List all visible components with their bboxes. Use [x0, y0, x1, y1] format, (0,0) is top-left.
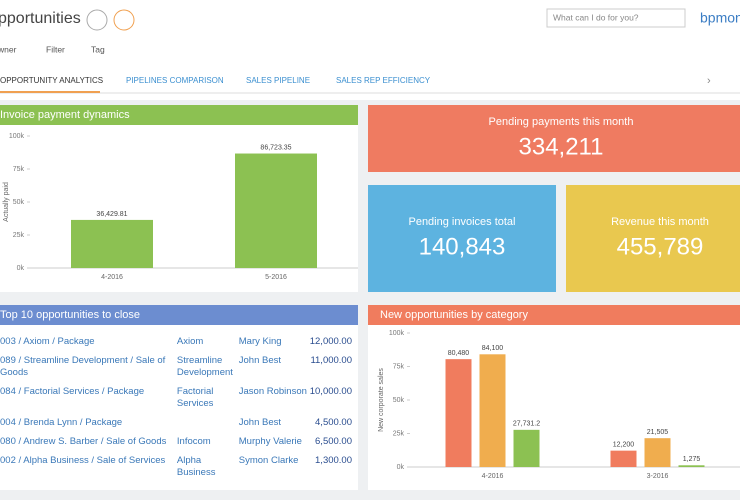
table-cell: John Best: [238, 355, 282, 366]
tab[interactable]: SALES PIPELINE: [246, 76, 310, 85]
tab[interactable]: OPPORTUNITY ANALYTICS: [0, 76, 103, 85]
table-cell: 4,500.00: [315, 417, 352, 428]
x-tick-label: 3-2016: [647, 473, 669, 480]
widget: [0, 305, 358, 490]
table-row: 003 / Axiom / Package Axiom Mary King 12,00…: [0, 334, 356, 353]
table-row: 080 / Andrew S. Barber / Sale of Goods In…: [0, 434, 356, 453]
widget: [368, 305, 740, 490]
value-label: 84,100: [482, 345, 504, 352]
table-cell[interactable]: 004 / Brenda Lynn / Package: [0, 417, 123, 428]
table-cell: Mary King: [238, 336, 282, 347]
x-tick-label: 4-2016: [101, 274, 123, 281]
value-label: 12,200: [613, 441, 635, 448]
metric-title: Pending invoices total: [408, 216, 515, 228]
x-tick-label: 4-2016: [482, 473, 504, 480]
table-cell: Murphy Valerie: [238, 436, 302, 447]
widget-header: [368, 305, 740, 325]
metric-title: Revenue this month: [611, 216, 709, 228]
metric-value: 140,843: [419, 233, 506, 260]
search-placeholder: What can I do for you?: [553, 12, 639, 22]
table-cell: Jason Robinson: [238, 386, 307, 397]
tag-button[interactable]: Tag: [91, 44, 105, 54]
bar: [71, 219, 153, 268]
chart-view-button[interactable]: [113, 9, 135, 31]
y-tick-label: 0k: [397, 464, 405, 471]
value-label: 21,505: [647, 429, 669, 436]
table-cell[interactable]: [177, 415, 239, 434]
metric-value: 334,211: [519, 133, 604, 160]
value-label: 27,731.2: [513, 421, 540, 428]
table-cell: Symon Clarke: [238, 455, 299, 466]
y-tick-label: 0k: [17, 265, 25, 272]
metric-tile: [566, 185, 740, 292]
table-cell: 12,000.00: [309, 336, 352, 347]
widget-header: [0, 105, 358, 125]
tab[interactable]: SALES REP EFFICIENCY: [336, 76, 431, 85]
table-cell: 10,000.00: [309, 386, 352, 397]
bar: [678, 465, 705, 467]
y-axis-label: Actually paid: [3, 182, 10, 222]
table-row: 004 / Brenda Lynn / Package John Best 4,50…: [0, 415, 356, 434]
page-title: pportunities: [0, 10, 81, 27]
y-tick-label: 50k: [393, 397, 405, 404]
bar: [513, 429, 540, 467]
y-tick-label: 25k: [393, 430, 405, 437]
widget-title: New opportunities by category: [380, 309, 528, 321]
value-label: 86,723.35: [260, 144, 291, 151]
y-tick-label: 75k: [393, 363, 405, 370]
active-tab-underline: [0, 91, 100, 93]
filter-button[interactable]: Filter: [46, 44, 65, 54]
table-cell[interactable]: 003 / Axiom / Package: [0, 336, 95, 347]
bar: [610, 450, 637, 467]
metric-title: Pending payments this month: [489, 116, 634, 128]
table-cell[interactable]: Streamline Development: [176, 355, 233, 378]
value-label: 80,480: [448, 350, 470, 357]
widget-header: [0, 305, 358, 325]
y-tick-label: 75k: [13, 166, 25, 173]
y-tick-label: 100k: [389, 330, 405, 337]
value-label: 36,429.81: [96, 211, 127, 218]
tab[interactable]: PIPELINES COMPARISON: [126, 76, 224, 85]
widget-title: Top 10 opportunities to close: [0, 309, 140, 321]
metric-tile: [368, 105, 740, 172]
y-tick-label: 100k: [9, 133, 25, 140]
table-cell[interactable]: Factorial Services: [176, 386, 214, 409]
y-axis-label: New corporate sales: [378, 368, 385, 432]
x-tick-label: 5-2016: [265, 274, 287, 281]
owner-filter[interactable]: wner: [0, 44, 17, 54]
table-cell[interactable]: Alpha Business: [176, 455, 216, 478]
table-cell[interactable]: 089 / Streamline Development / Sale of G…: [0, 355, 166, 378]
table-cell: John Best: [238, 417, 282, 428]
bar: [644, 438, 671, 467]
widget-title: Invoice payment dynamics: [0, 109, 130, 121]
table-cell: 6,500.00: [315, 436, 352, 447]
table-row: 084 / Factorial Services / Package Factor…: [0, 384, 356, 415]
metric-value: 455,789: [617, 233, 704, 260]
charts: 0k 25k 50k 75k 100k 4-2016 36,429.81 5-2016 86,7…: [9, 133, 740, 480]
table-cell: 11,000.00: [310, 355, 352, 366]
bar: [479, 354, 506, 467]
y-tick-label: 25k: [13, 232, 25, 239]
bar: [235, 153, 317, 268]
logo: bpmon: [700, 10, 740, 26]
tabs-next[interactable]: ›: [707, 75, 711, 87]
table-cell[interactable]: 002 / Alpha Business / Sale of Services: [0, 455, 166, 466]
y-tick-label: 50k: [13, 199, 25, 206]
table-row: 002 / Alpha Business / Sale of Services A…: [0, 453, 356, 484]
metric-tile: [368, 185, 556, 292]
list-view-button[interactable]: [86, 9, 108, 31]
table-cell[interactable]: Infocom: [176, 436, 211, 447]
search-box[interactable]: [546, 8, 686, 28]
table-cell: 1,300.00: [315, 455, 352, 466]
table-cell[interactable]: 084 / Factorial Services / Package: [0, 386, 145, 397]
table-row: 089 / Streamline Development / Sale of G…: [0, 353, 356, 384]
opportunities-table: 003 / Axiom / Package Axiom Mary King 12,00…: [0, 334, 356, 484]
bar: [445, 359, 472, 467]
table-cell[interactable]: 080 / Andrew S. Barber / Sale of Goods: [0, 436, 167, 447]
table-cell[interactable]: Axiom: [176, 336, 204, 347]
value-label: 1,275: [683, 456, 701, 463]
